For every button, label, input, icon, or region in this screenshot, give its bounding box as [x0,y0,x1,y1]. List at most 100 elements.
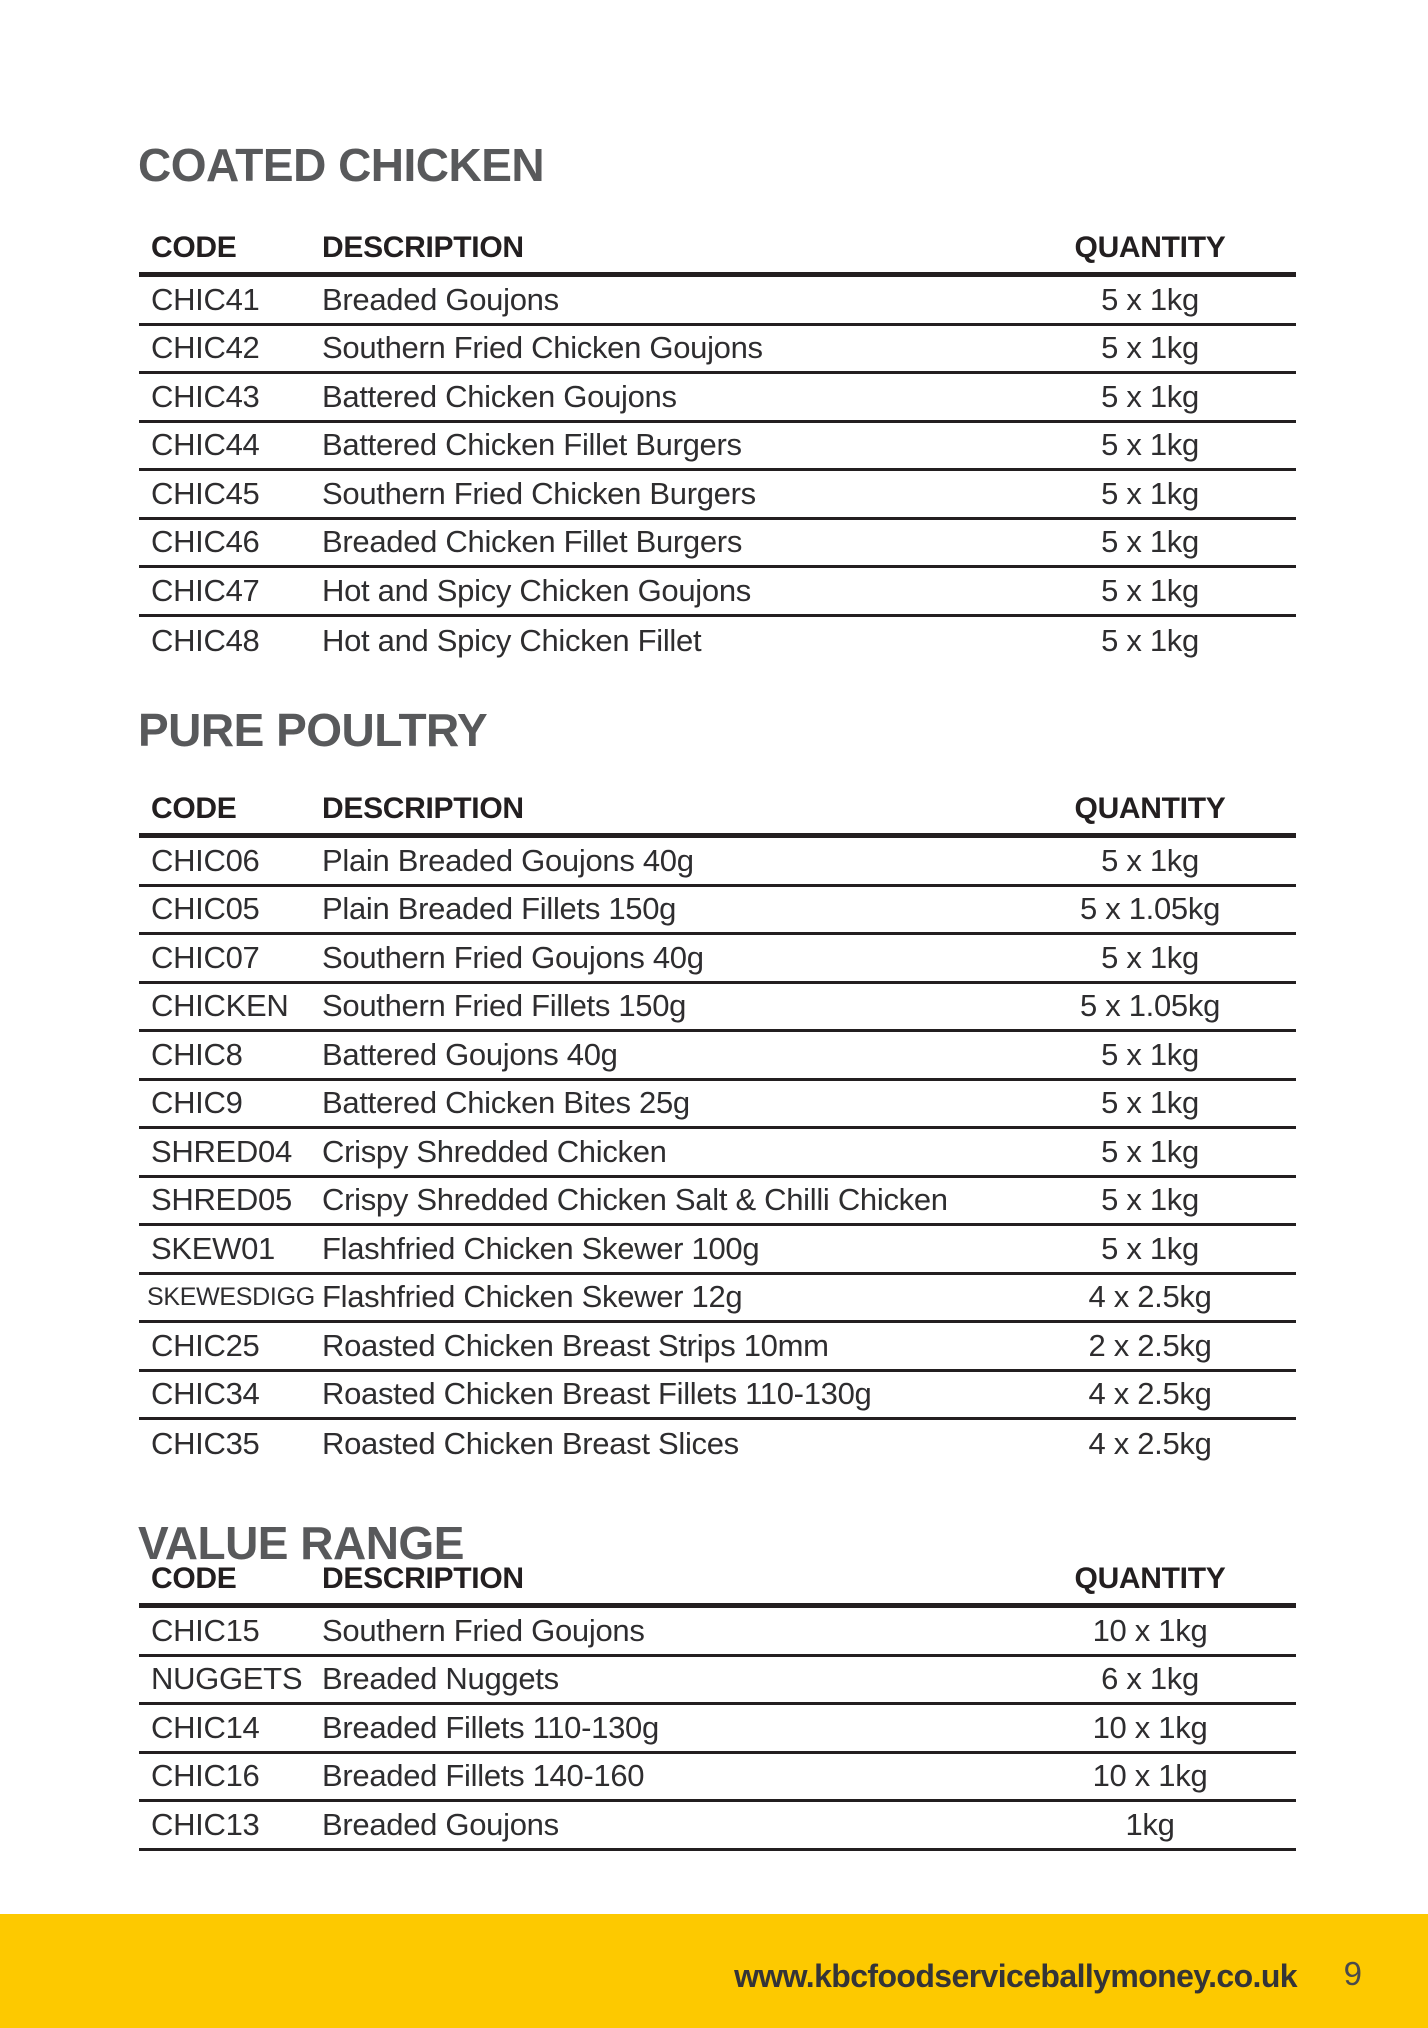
product-quantity: 6 x 1kg [1101,1661,1199,1697]
product-description: Battered Goujons 40g [322,1036,618,1072]
product-quantity: 5 x 1kg [1101,842,1199,878]
product-description: Crispy Shredded Chicken [322,1133,667,1169]
table-row: CHIC8 Battered Goujons 40g 5 x 1kg [139,1032,1296,1081]
product-code: CHICKEN [151,988,289,1024]
column-header-description: DESCRIPTION [322,231,524,264]
product-code: CHIC16 [151,1758,260,1794]
product-description: Southern Fried Chicken Goujons [322,330,763,366]
product-quantity: 5 x 1kg [1101,427,1199,463]
table-row: CHIC43 Battered Chicken Goujons 5 x 1kg [139,374,1296,423]
section-title-coated-chicken: COATED CHICKEN [138,139,545,191]
table-row: CHIC42 Southern Fried Chicken Goujons 5 x … [139,326,1296,374]
product-quantity: 5 x 1kg [1101,330,1199,366]
product-description: Battered Chicken Goujons [322,378,677,414]
product-code: CHIC06 [151,842,260,878]
product-quantity: 5 x 1kg [1101,1085,1199,1121]
product-code: CHIC13 [151,1806,260,1842]
product-code: CHIC44 [151,427,260,463]
pure-poultry-table: CODE DESCRIPTION QUANTITY CHIC06 Plain Br… [139,786,1296,1469]
product-description: Southern Fried Fillets 150g [322,988,687,1024]
product-code: CHIC25 [151,1327,260,1363]
product-quantity: 5 x 1kg [1101,1133,1199,1169]
product-quantity: 5 x 1kg [1101,475,1199,511]
table-row: CHIC16 Breaded Fillets 140-160 10 x 1kg [139,1754,1296,1802]
table-row: CHIC05 Plain Breaded Fillets 150g 5 x 1.05… [139,887,1296,935]
table-row: CHIC35 Roasted Chicken Breast Slices 4 x 2… [139,1420,1296,1469]
section-title-value-range: VALUE RANGE [138,1517,464,1569]
table-row: CHIC47 Hot and Spicy Chicken Goujons 5 x 1… [139,568,1296,617]
table-row: CHIC06 Plain Breaded Goujons 40g 5 x 1kg [139,838,1296,887]
product-description: Roasted Chicken Breast Strips 10mm [322,1327,829,1363]
coated-chicken-table: CODE DESCRIPTION QUANTITY CHIC41 Breaded … [139,225,1296,665]
table-row: CHIC13 Breaded Goujons 1kg [139,1802,1296,1851]
table-row: SKEWESDIGG Flashfried Chicken Skewer 12g 4… [139,1275,1296,1323]
table-row: CHIC46 Breaded Chicken Fillet Burgers 5 x … [139,520,1296,568]
footer-bar: www.kbcfoodserviceballymoney.co.uk 9 [0,1914,1428,2028]
table-row: CHIC48 Hot and Spicy Chicken Fillet 5 x 1k… [139,617,1296,666]
product-description: Breaded Fillets 110-130g [322,1709,659,1745]
product-description: Flashfried Chicken Skewer 12g [322,1279,743,1315]
product-description: Breaded Nuggets [322,1661,559,1697]
table-row: CHIC41 Breaded Goujons 5 x 1kg [139,277,1296,326]
product-description: Battered Chicken Fillet Burgers [322,427,742,463]
section-title-pure-poultry: PURE POULTRY [138,704,488,756]
column-header-quantity: QUANTITY [1074,231,1226,264]
table-row: CHIC45 Southern Fried Chicken Burgers 5 x … [139,471,1296,520]
column-header-quantity: QUANTITY [1074,792,1226,825]
product-description: Hot and Spicy Chicken Goujons [322,572,751,608]
product-code: SKEWESDIGG [147,1282,315,1311]
product-quantity: 5 x 1.05kg [1079,988,1221,1024]
product-quantity: 5 x 1kg [1101,1230,1199,1266]
product-description: Breaded Fillets 140-160 [322,1758,645,1794]
table-row: SHRED04 Crispy Shredded Chicken 5 x 1kg [139,1129,1296,1178]
product-quantity: 5 x 1kg [1101,1182,1199,1218]
product-quantity: 5 x 1kg [1101,622,1199,658]
product-quantity: 10 x 1kg [1092,1758,1208,1794]
table-row: SHRED05 Crispy Shredded Chicken Salt & Ch… [139,1178,1296,1226]
product-quantity: 4 x 2.5kg [1088,1426,1212,1462]
product-quantity: 5 x 1kg [1101,572,1199,608]
table-body: CHIC41 Breaded Goujons 5 x 1kg CHIC42 Southe… [139,277,1296,665]
product-description: Plain Breaded Fillets 150g [322,891,677,927]
table-header-row: CODE DESCRIPTION QUANTITY [139,786,1296,838]
product-quantity: 5 x 1kg [1101,1036,1199,1072]
product-quantity: 5 x 1kg [1101,939,1199,975]
table-row: CHICKEN Southern Fried Fillets 150g 5 x 1.… [139,984,1296,1032]
table-row: CHIC9 Battered Chicken Bites 25g 5 x 1kg [139,1081,1296,1129]
table-row: CHIC44 Battered Chicken Fillet Burgers 5 x… [139,423,1296,471]
column-header-description: DESCRIPTION [322,1562,524,1595]
column-header-quantity: QUANTITY [1074,1562,1226,1595]
product-code: CHIC42 [151,330,260,366]
table-body: CHIC15 Southern Fried Goujons 10 x 1kg NUGG… [139,1608,1296,1851]
product-quantity: 5 x 1.05kg [1079,891,1221,927]
table-row: CHIC07 Southern Fried Goujons 40g 5 x 1kg [139,935,1296,984]
product-quantity: 5 x 1kg [1101,281,1199,317]
column-header-code: CODE [151,792,237,825]
table-row: CHIC15 Southern Fried Goujons 10 x 1kg [139,1608,1296,1657]
product-code: CHIC15 [151,1612,260,1648]
column-header-code: CODE [151,1562,237,1595]
product-code: CHIC35 [151,1426,260,1462]
product-description: Southern Fried Goujons 40g [322,939,704,975]
product-code: CHIC48 [151,622,260,658]
product-code: CHIC8 [151,1036,243,1072]
product-description: Flashfried Chicken Skewer 100g [322,1230,760,1266]
product-description: Plain Breaded Goujons 40g [322,842,694,878]
table-row: CHIC25 Roasted Chicken Breast Strips 10mm… [139,1323,1296,1372]
table-row: NUGGETS Breaded Nuggets 6 x 1kg [139,1657,1296,1705]
product-description: Hot and Spicy Chicken Fillet [322,622,702,658]
product-description: Southern Fried Chicken Burgers [322,475,756,511]
product-quantity: 2 x 2.5kg [1088,1327,1212,1363]
column-header-description: DESCRIPTION [322,792,524,825]
product-code: SHRED05 [151,1182,292,1218]
product-code: NUGGETS [151,1661,303,1697]
website-link[interactable]: www.kbcfoodserviceballymoney.co.uk [734,1958,1298,1994]
page-number: 9 [1343,1955,1362,1992]
product-quantity: 4 x 2.5kg [1088,1376,1212,1412]
product-quantity: 5 x 1kg [1101,378,1199,414]
table-row: SKEW01 Flashfried Chicken Skewer 100g 5 x … [139,1226,1296,1275]
table-row: CHIC14 Breaded Fillets 110-130g 10 x 1kg [139,1705,1296,1754]
product-code: CHIC07 [151,939,260,975]
product-code: CHIC34 [151,1376,260,1412]
